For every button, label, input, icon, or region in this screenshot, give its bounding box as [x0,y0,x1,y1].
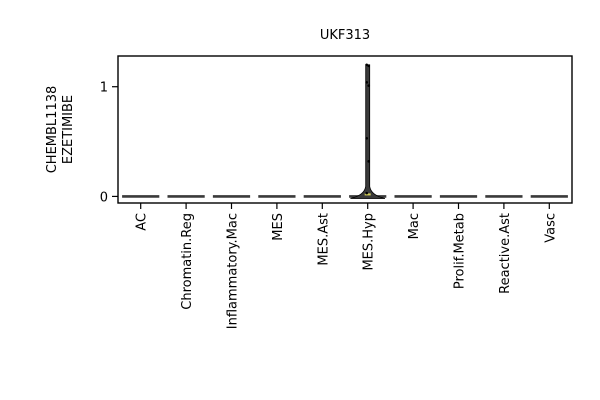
data-point [367,84,371,87]
y-axis-label-line-1: CHEMBL1138 [45,86,60,174]
x-tick-label: Vasc [543,213,558,243]
x-tick-label: MES.Ast [316,213,331,266]
y-axis-label: CHEMBL1138 EZETIMIBE [45,86,76,174]
data-point [367,160,371,163]
chart-title: UKF313 [320,28,370,43]
x-tick-label: Prolif.Metab [453,213,468,289]
y-axis: 01 [100,81,118,205]
x-tick-label: Mac [407,213,422,239]
data-point [365,191,369,195]
x-axis: AC Chromatin.Reg Inflammatory.Mac MES MES.As… [135,203,558,329]
x-tick-label: MES [271,213,286,241]
x-tick-label: Chromatin.Reg [180,213,195,310]
violin-mes-hyp [350,64,386,199]
data-point [365,136,369,140]
x-tick-label: MES.Hyp [362,213,377,271]
data-point [365,63,369,67]
axes-frame [117,55,573,204]
x-tick-label: AC [135,213,150,231]
data-point [367,64,371,68]
y-axis-label-line-2: EZETIMIBE [61,95,76,164]
data-point [365,81,369,84]
y-tick-label: 1 [100,81,108,96]
y-tick-label: 0 [100,190,108,205]
plot-area [122,63,568,199]
x-tick-label: Reactive.Ast [498,213,513,294]
x-tick-label: Inflammatory.Mac [226,213,241,329]
